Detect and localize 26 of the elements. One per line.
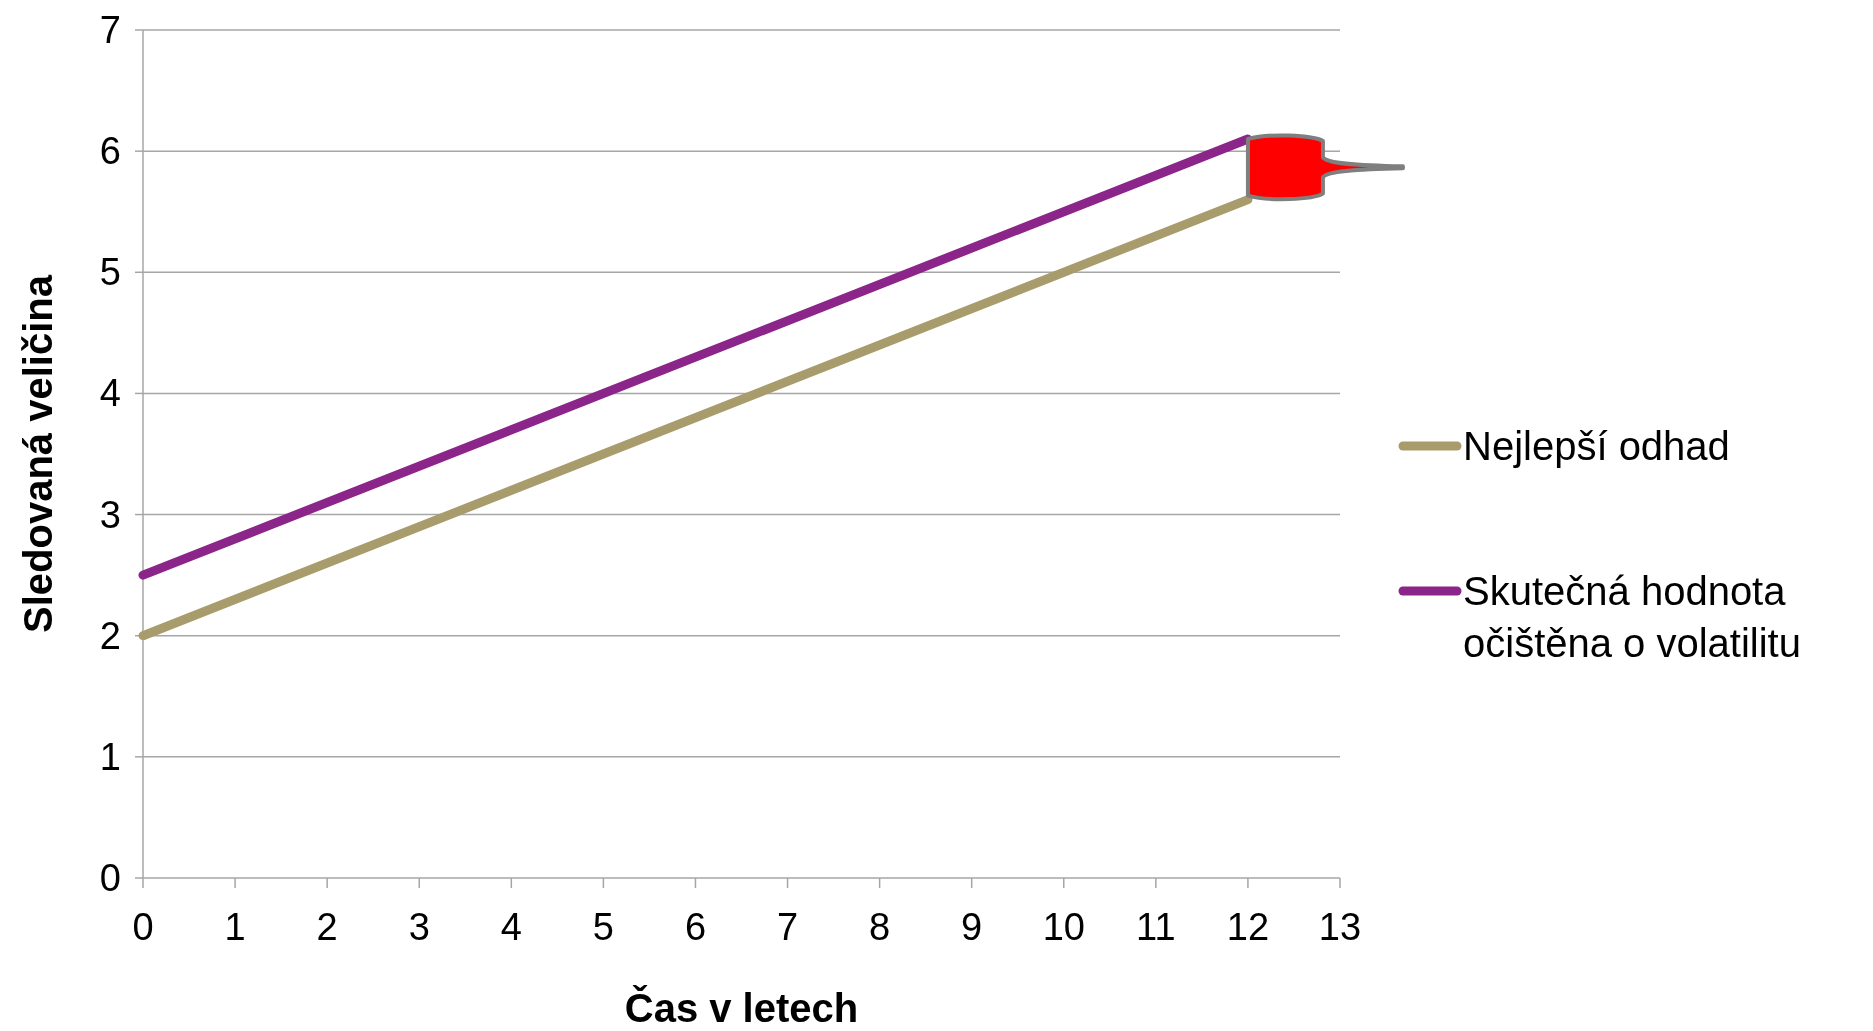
y-tick-label: 1 — [99, 735, 121, 778]
y-axis-title: Sledovaná veličina — [16, 274, 60, 633]
y-tick-label: 7 — [99, 9, 121, 51]
x-tick-label: 12 — [1226, 906, 1270, 948]
x-tick-label: 2 — [316, 906, 338, 948]
y-tick-label: 5 — [99, 251, 121, 294]
x-tick-label: 0 — [132, 906, 154, 948]
y-tick-label: 4 — [99, 372, 121, 415]
y-tick-label: 6 — [99, 130, 121, 173]
x-tick-label: 10 — [1042, 906, 1085, 948]
y-tick-label: 2 — [99, 614, 121, 657]
x-tick-label: 9 — [961, 906, 983, 948]
x-tick-label: 13 — [1318, 906, 1362, 948]
x-tick-label: 6 — [684, 906, 707, 948]
x-tick-label: 7 — [776, 906, 799, 948]
x-tick-label: 3 — [408, 906, 430, 948]
legend-label: Skutečná hodnota očištěna o volatilitu — [1463, 569, 1801, 665]
y-tick-label: 0 — [99, 857, 121, 899]
x-tick-label: 4 — [500, 906, 522, 948]
y-tick-label: 3 — [99, 493, 121, 536]
x-tick-label: 11 — [1136, 906, 1176, 948]
x-axis-title: Čas v letech — [624, 985, 859, 1030]
x-tick-label: 1 — [224, 906, 246, 948]
legend-label: Nejlepší odhad — [1463, 424, 1730, 468]
x-tick-label: 5 — [592, 906, 614, 948]
x-tick-label: 8 — [869, 906, 891, 948]
